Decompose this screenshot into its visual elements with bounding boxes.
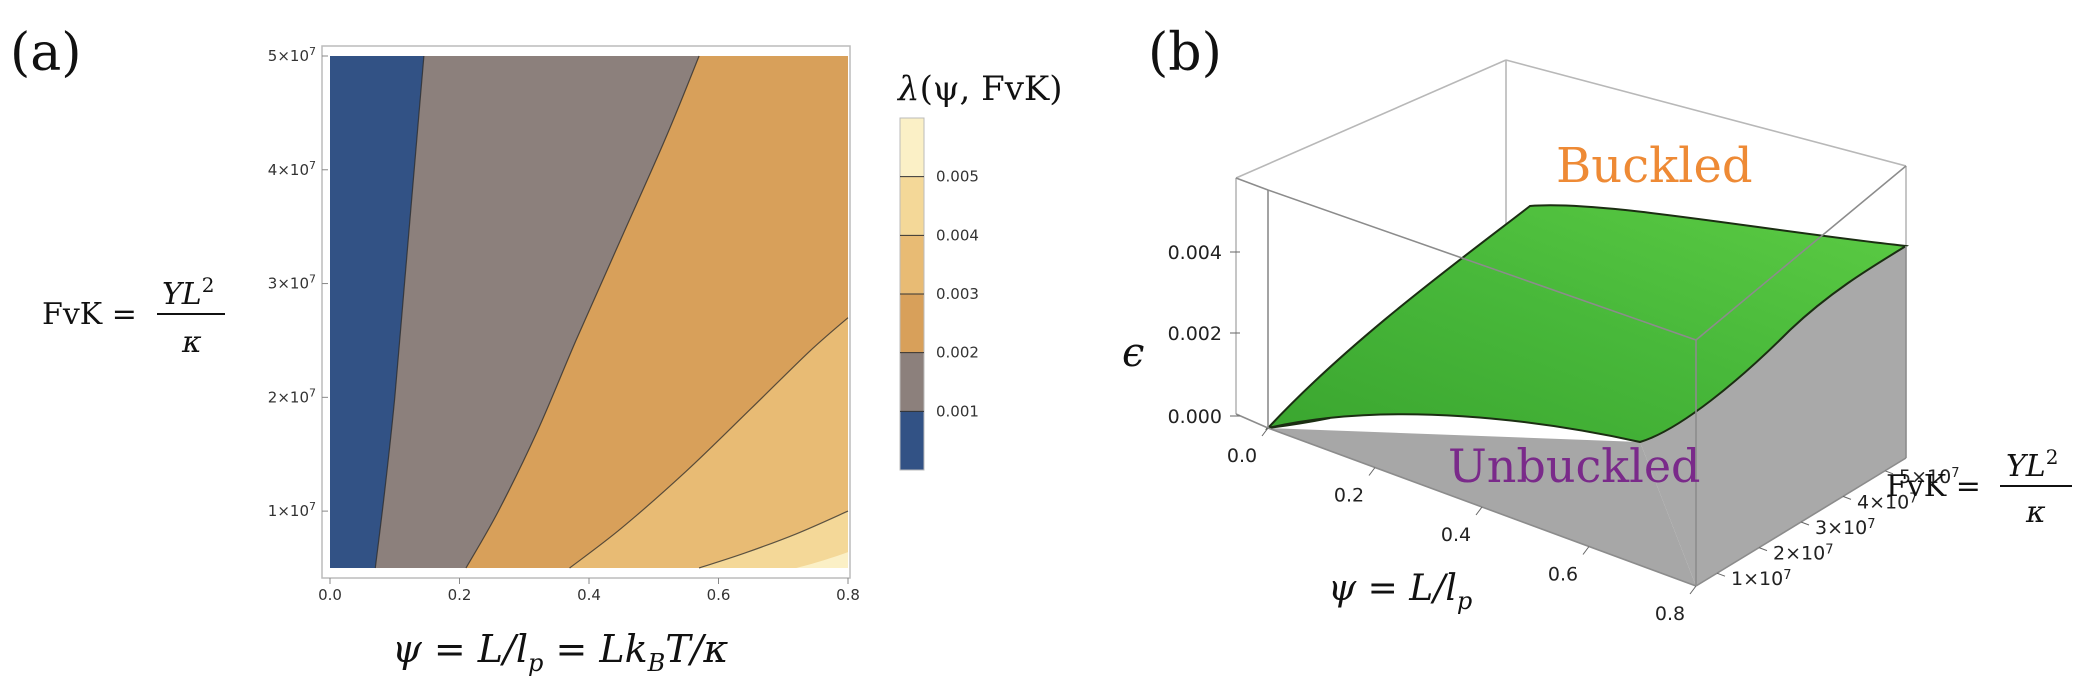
contour-band-5 [796, 552, 848, 568]
x-tick-label: 0.6 [707, 586, 731, 604]
y-tick-label: 1×107 [268, 500, 316, 520]
y-tick-label: 3×107 [268, 273, 316, 293]
x-tick-label: 0.4 [577, 586, 601, 604]
colorbar-swatch [900, 118, 924, 177]
colorbar-tick-label: 0.004 [936, 226, 979, 244]
colorbar-title: λ(ψ, FvK) [896, 69, 1063, 109]
y3d-tick-mark [1842, 495, 1852, 500]
unbuckled-region-side [1640, 246, 1906, 586]
x3d-tick-mark [1475, 506, 1483, 516]
panel-a-label: (a) [10, 23, 82, 83]
y3d-tick-mark [1884, 470, 1894, 475]
panel-a: (a) FvK = YL2 κ 0.0 0.2 0.4 0.6 0.8 1×107 2×1… [10, 23, 1063, 677]
y3d-tick-mark [1716, 572, 1726, 577]
y3d-tick-label: 5×107 [1899, 466, 1959, 488]
contour-line-0.001 [374, 55, 425, 569]
contour-line-0.004 [698, 510, 849, 569]
y-tick-label: 4×107 [268, 159, 316, 179]
panel-a-ylabel-den: κ [181, 325, 202, 360]
x-axis-label-3d: ψ = L/lp [1328, 568, 1472, 615]
y-label-3d-num: YL2 [2006, 445, 2058, 484]
contour-line-0.002 [465, 55, 700, 569]
y3d-tick-label: 4×107 [1857, 491, 1917, 513]
x-tick-label: 0.2 [448, 586, 472, 604]
y-tick-label: 5×107 [268, 45, 316, 65]
y3d-tick-label: 3×107 [1815, 517, 1875, 539]
colorbar-tick-label: 0.001 [936, 402, 979, 420]
panel-a-y-ticks: 1×107 2×107 3×107 4×107 5×107 [268, 45, 328, 520]
annotation-unbuckled: Unbuckled [1448, 439, 1700, 493]
panel-a-x-ticks: 0.0 0.2 0.4 0.6 0.8 [318, 578, 860, 604]
y-label-3d-lhs: FvK = [1886, 469, 1981, 504]
z-axis-label: ϵ [1122, 330, 1144, 376]
x3d-tick-mark [1689, 585, 1697, 595]
panel-a-ylabel-num: YL2 [162, 273, 214, 312]
x-tick-label: 0.8 [836, 586, 860, 604]
y-axis-label-3d: FvK = YL2 κ [1886, 445, 2072, 530]
z-tick-label: 0.004 [1168, 242, 1222, 264]
x-axis-ticks-3d: 0.0 0.2 0.4 0.6 0.8 [1227, 427, 1697, 625]
colorbar-swatch [900, 235, 924, 294]
x3d-tick-label: 0.6 [1548, 564, 1578, 586]
z-tick-label: 0.002 [1168, 323, 1222, 345]
x3d-tick-label: 0.8 [1655, 603, 1685, 625]
panel-b-label: (b) [1148, 23, 1222, 83]
x-tick-label: 0.0 [318, 586, 342, 604]
panel-a-x-axis-label: ψ = L/lp = LkBT/κ [392, 627, 728, 677]
colorbar-swatch [900, 352, 924, 412]
contour-line-0.003 [569, 317, 849, 569]
x3d-tick-mark [1582, 546, 1590, 555]
y3d-tick-mark [1800, 521, 1810, 526]
x3d-tick-label: 0.2 [1334, 485, 1364, 507]
annotation-buckled: Buckled [1556, 138, 1753, 194]
colorbar-tick-label: 0.003 [936, 285, 979, 303]
buckling-surface [1265, 204, 1910, 444]
contour-band-4 [699, 511, 848, 568]
contour-lines [374, 55, 849, 569]
panel-a-ylabel-lhs: FvK = [42, 297, 137, 332]
colorbar-tick-label: 0.005 [936, 168, 979, 186]
x3d-tick-label: 0.0 [1227, 445, 1257, 467]
y3d-tick-label: 2×107 [1773, 543, 1833, 565]
surface-front-edge [1267, 417, 1331, 429]
box-back-edges [1235, 59, 1907, 414]
contour-band-3 [569, 317, 848, 568]
z-axis-ticks: 0.000 0.002 0.004 [1168, 242, 1240, 428]
colorbar-swatch [900, 294, 924, 353]
x3d-tick-mark [1261, 427, 1269, 437]
y-label-3d-den: κ [2025, 495, 2046, 530]
panel-a-y-axis-label: FvK = YL2 κ [42, 273, 225, 360]
y-axis-ticks-3d: 1×107 2×107 3×107 4×107 5×107 [1716, 466, 1959, 590]
z-tick-label: 0.000 [1168, 406, 1222, 428]
y-tick-label: 2×107 [268, 386, 316, 406]
colorbar-tick-label: 0.002 [936, 344, 979, 362]
colorbar-swatch [900, 176, 924, 236]
y3d-tick-label: 1×107 [1731, 568, 1791, 590]
x3d-tick-label: 0.4 [1441, 524, 1471, 546]
panel-b: (b) 0.000 0.002 0.004 ϵ [1122, 23, 2072, 625]
y3d-tick-mark [1758, 547, 1768, 552]
x3d-tick-mark [1368, 467, 1376, 476]
colorbar: 0.001 0.002 0.003 0.004 0.005 [899, 117, 979, 471]
colorbar-swatch [900, 411, 924, 470]
